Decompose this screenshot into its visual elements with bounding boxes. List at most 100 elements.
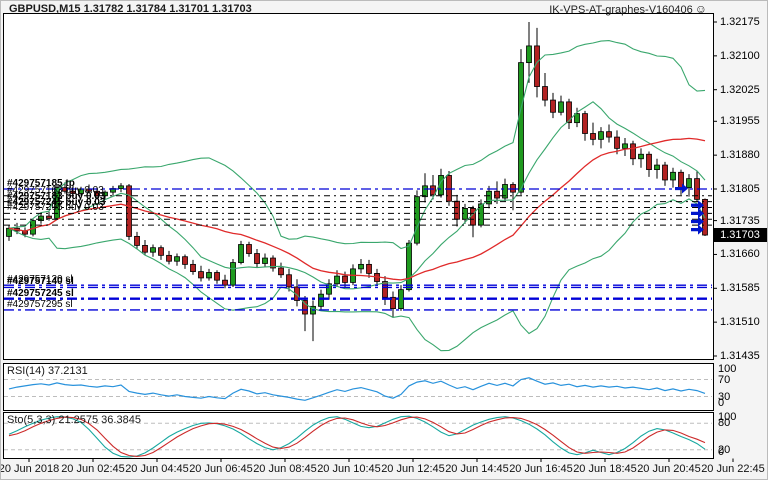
time-axis-label: 20 Jun 16:45 [509,463,573,475]
price-axis-label: 1.31660 [720,248,760,260]
stochastic-indicator-label: Sto(5,3,3) 21.2575 36.3845 [7,414,141,426]
order-line-label[interactable]: #429757245 sl [7,288,74,299]
time-axis-label: 20 Jun 20:45 [637,463,701,475]
bear-candle [126,185,132,237]
bull-candle [54,187,60,219]
bear-candle [286,274,292,288]
bull-candle [398,289,404,310]
price-axis-label: 1.32175 [720,16,760,28]
bull-candle [438,175,444,196]
order-line-label[interactable]: #429757140 sl [7,276,74,287]
bear-candle [606,131,612,138]
time-axis-label: 20 Jun 12:45 [381,463,445,475]
stochastic-main-line [8,415,706,458]
main-chart-frame [3,13,714,360]
bear-candle [614,136,620,149]
bear-candle [46,215,52,219]
time-axis-label: 20 Jun 22:45 [701,463,765,475]
bear-candle [566,101,572,124]
bear-candle [270,257,276,269]
bull-candle [486,190,492,205]
bear-candle [662,164,668,181]
time-axis-label: 20 Jun 2018 [0,463,60,475]
bull-candle [654,164,660,170]
price-axis-label: 1.31880 [720,149,760,161]
rsi-scale-label: 0 [718,397,725,409]
order-line-label[interactable]: #429757183 buy 0.03 [7,191,106,202]
bull-candle [414,196,420,244]
bear-candle [190,263,196,272]
bear-candle [630,143,636,160]
bear-candle [494,190,500,199]
rsi-scale-label: 30 [718,391,731,403]
order-line-label[interactable]: #429757120 sl [7,274,73,285]
watermark-text: IK-VPS-AT-graphes-V160406 [549,4,693,16]
order-line-label[interactable]: #429757185 tp [7,178,75,189]
bear-candle [590,133,596,140]
buy-arrow-icon [691,200,704,211]
bull-candle [478,203,484,226]
bull-candle [326,283,332,295]
bull-candle [598,131,604,140]
bear-candle [246,244,252,254]
order-line-label[interactable]: #429757295 buy 0.03 [7,202,104,213]
watermark: IK-VPS-AT-graphes-V160406 ☺ [549,3,707,16]
bear-candle [382,281,388,298]
bear-candle [158,247,164,256]
stochastic-signal-line [8,416,706,457]
bear-candle [94,190,100,197]
stochastic-frame [3,412,714,459]
bull-candle [518,62,524,193]
bull-candle [150,247,156,253]
rsi-indicator-label: RSI(14) 37.2131 [7,365,88,377]
bull-candle [622,143,628,149]
order-line-label[interactable]: #429757163 buy 0.03 [7,185,104,196]
bear-candle [582,113,588,134]
stochastic-scale-label: 20 [718,444,731,456]
buy-arrow-icon [691,224,704,235]
bear-candle [134,235,140,246]
bull-candle [406,242,412,291]
time-axis-label: 20 Jun 08:45 [253,463,317,475]
bear-candle [142,245,148,253]
symbol-ohlc-title: GBPUSD,M15 1.31782 1.31784 1.31701 1.317… [9,3,252,15]
bull-candle [262,257,268,264]
bear-candle [70,190,76,194]
bear-candle [542,86,548,101]
bear-candle [278,267,284,276]
bear-candle [550,99,556,113]
bear-candle [342,275,348,283]
stochastic-scale-label: 100 [718,411,737,423]
bull-candle [526,45,532,64]
time-axis-label: 20 Jun 04:45 [125,463,189,475]
bull-candle [670,171,676,181]
bull-candle [638,153,644,160]
main-chart-pane-background [3,13,713,359]
rsi-scale-label: 100 [718,363,737,375]
bull-candle [502,184,508,199]
main-chart-content [4,22,712,352]
bear-candle [182,256,188,265]
bull-candle [174,256,180,262]
price-axis-label: 1.32100 [720,50,760,62]
smiley-icon: ☺ [694,2,707,16]
order-line-label[interactable]: #429757245 buy 0.03 [7,197,106,208]
price-axis-label: 1.31735 [720,215,760,227]
bear-candle [646,153,652,170]
bull-candle [422,185,428,198]
bull-candle [318,293,324,307]
bear-candle [470,208,476,226]
price-axis-label: 1.31805 [720,183,760,195]
price-axis-label: 1.31585 [720,282,760,294]
bull-candle [358,263,364,270]
bear-candle [214,272,220,281]
bear-candle [302,300,308,315]
bollinger-lower-line [8,198,706,352]
bear-candle [254,253,260,264]
bear-candle [222,279,228,286]
bear-candle [198,271,204,279]
bear-candle [166,254,172,262]
bull-candle [686,178,692,189]
order-line-label[interactable]: #429757295 sl [7,299,73,310]
